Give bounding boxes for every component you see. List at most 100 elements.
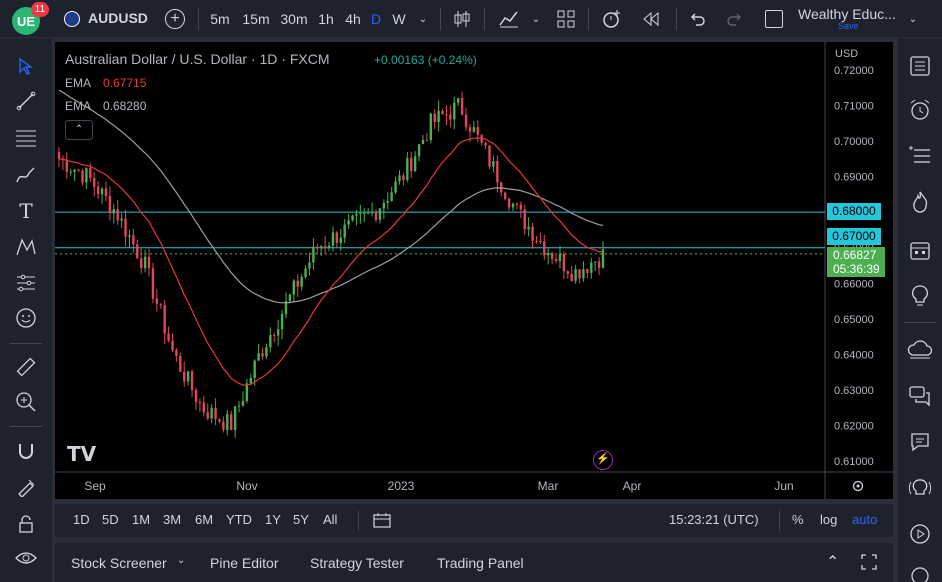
eye-icon[interactable] xyxy=(10,544,42,572)
time-tick-label: 2023 xyxy=(388,479,415,493)
range-6m[interactable]: 6M xyxy=(195,512,214,527)
replay-icon[interactable] xyxy=(642,10,660,28)
candle-body xyxy=(112,209,115,214)
collapse-panel-icon[interactable]: ⌃ xyxy=(826,554,840,571)
ema2-label[interactable]: EMA xyxy=(65,99,92,113)
level-lower-label: 0.67000 xyxy=(827,228,881,245)
interval-4h[interactable]: 4h xyxy=(345,11,361,27)
watchlist-icon[interactable] xyxy=(902,50,938,82)
text-icon[interactable]: T xyxy=(19,199,33,223)
account-dropdown-icon[interactable]: ⌄ xyxy=(908,13,918,25)
tab-pine-editor[interactable]: Pine Editor xyxy=(210,555,279,571)
chats-icon[interactable] xyxy=(902,380,938,412)
tab-stock-screener[interactable]: Stock Screener xyxy=(71,555,167,571)
candle-body xyxy=(366,212,370,214)
time-tick-label: Jun xyxy=(774,479,793,493)
candle-body xyxy=(57,151,61,160)
candle-body xyxy=(523,209,526,230)
currency-label[interactable]: USD xyxy=(835,48,859,60)
interval-5m[interactable]: 5m xyxy=(210,11,230,27)
alert-add-icon[interactable] xyxy=(602,9,622,29)
candle-body xyxy=(586,269,589,273)
range-3m[interactable]: 3M xyxy=(163,512,182,527)
prediction-icon[interactable] xyxy=(10,269,42,297)
alarm-clock-icon[interactable] xyxy=(902,94,938,126)
candle-body xyxy=(590,262,593,273)
range-5d[interactable]: 5D xyxy=(102,512,119,527)
price-chart[interactable]: 0.72000 0.71000 0.70000 0.69000 0.68000 0.670… xyxy=(55,42,893,499)
redo-icon[interactable] xyxy=(726,10,744,28)
stay-drawing-icon[interactable] xyxy=(10,473,42,501)
settings-gear-icon[interactable] xyxy=(850,478,866,494)
messages-icon[interactable] xyxy=(902,426,938,458)
indicators-icon[interactable] xyxy=(498,9,520,29)
cursor-icon[interactable] xyxy=(10,52,42,80)
log-toggle[interactable]: log xyxy=(820,512,838,527)
range-ytd[interactable]: YTD xyxy=(226,512,252,527)
playback-icon[interactable] xyxy=(902,518,938,550)
symbol-search-button[interactable]: AUDUSD xyxy=(88,10,148,26)
save-label[interactable]: Save xyxy=(838,21,859,31)
emoji-icon[interactable] xyxy=(10,304,42,332)
candle-body xyxy=(163,305,166,334)
symbol-flag-icon[interactable] xyxy=(64,11,80,27)
undo-icon[interactable] xyxy=(688,10,706,28)
compare-add-icon[interactable]: + xyxy=(165,9,185,29)
candle-body xyxy=(198,401,202,403)
indicators-dropdown-icon[interactable]: ⌄ xyxy=(531,13,541,25)
candle-body xyxy=(100,188,104,195)
lightning-icon[interactable]: ⚡ xyxy=(593,450,613,470)
pattern-icon[interactable] xyxy=(10,233,42,261)
candle-body xyxy=(386,201,389,203)
ruler-icon[interactable] xyxy=(10,353,42,381)
range-1m[interactable]: 1M xyxy=(132,512,151,527)
candle-body xyxy=(547,252,550,256)
zoom-in-icon[interactable] xyxy=(10,388,42,416)
magnet-icon[interactable] xyxy=(10,437,42,465)
notifications-bulb-icon[interactable] xyxy=(902,472,938,504)
candle-body xyxy=(183,371,186,382)
tab-trading-panel[interactable]: Trading Panel xyxy=(437,555,524,571)
ema1-label[interactable]: EMA xyxy=(65,76,92,90)
candle-body xyxy=(214,407,217,420)
goto-date-icon[interactable] xyxy=(373,512,391,528)
ideas-lightbulb-icon[interactable] xyxy=(902,280,938,312)
price-tick-label: 0.72000 xyxy=(834,65,874,77)
price-tick-label: 0.66000 xyxy=(834,278,874,290)
lock-icon[interactable] xyxy=(10,510,42,538)
tab-strategy-tester[interactable]: Strategy Tester xyxy=(310,555,404,571)
interval-w[interactable]: W xyxy=(392,11,406,27)
range-1d[interactable]: 1D xyxy=(73,512,90,527)
calendar-icon[interactable] xyxy=(902,234,938,266)
layout-grid-icon[interactable] xyxy=(557,10,575,28)
auto-toggle[interactable]: auto xyxy=(852,512,878,527)
drawing-toolbar: T xyxy=(0,38,52,582)
help-icon[interactable] xyxy=(902,560,938,582)
range-5y[interactable]: 5Y xyxy=(293,512,309,527)
candle-body xyxy=(331,232,335,246)
interval-d[interactable]: D xyxy=(370,11,382,27)
hotlist-flame-icon[interactable] xyxy=(902,186,938,218)
fib-icon[interactable] xyxy=(10,124,42,152)
percent-toggle[interactable]: % xyxy=(792,512,804,527)
trendline-icon[interactable] xyxy=(10,87,42,115)
account-name[interactable]: Wealthy Educ... xyxy=(798,6,896,22)
range-1y[interactable]: 1Y xyxy=(265,512,281,527)
interval-15m[interactable]: 15m xyxy=(242,11,270,27)
candle-body xyxy=(394,181,397,193)
streams-icon[interactable] xyxy=(902,334,938,366)
interval-30m[interactable]: 30m xyxy=(280,11,308,27)
collapse-legend-icon[interactable]: ⌃ xyxy=(65,120,93,140)
chart-pane[interactable]: 0.72000 0.71000 0.70000 0.69000 0.68000 0.670… xyxy=(55,42,893,499)
screener-dropdown-icon[interactable]: ⌄ xyxy=(177,555,186,566)
candles-style-icon[interactable] xyxy=(452,9,472,29)
notification-badge: 11 xyxy=(31,2,49,17)
data-window-icon[interactable] xyxy=(902,140,938,172)
utc-clock[interactable]: 15:23:21 (UTC) xyxy=(669,512,759,527)
range-all[interactable]: All xyxy=(323,512,338,527)
brush-icon[interactable] xyxy=(10,161,42,189)
interval-1h[interactable]: 1h xyxy=(318,11,334,27)
layout-save-icon[interactable] xyxy=(765,10,783,28)
maximize-panel-icon[interactable] xyxy=(861,554,877,570)
interval-dropdown-icon[interactable]: ⌄ xyxy=(418,13,428,25)
